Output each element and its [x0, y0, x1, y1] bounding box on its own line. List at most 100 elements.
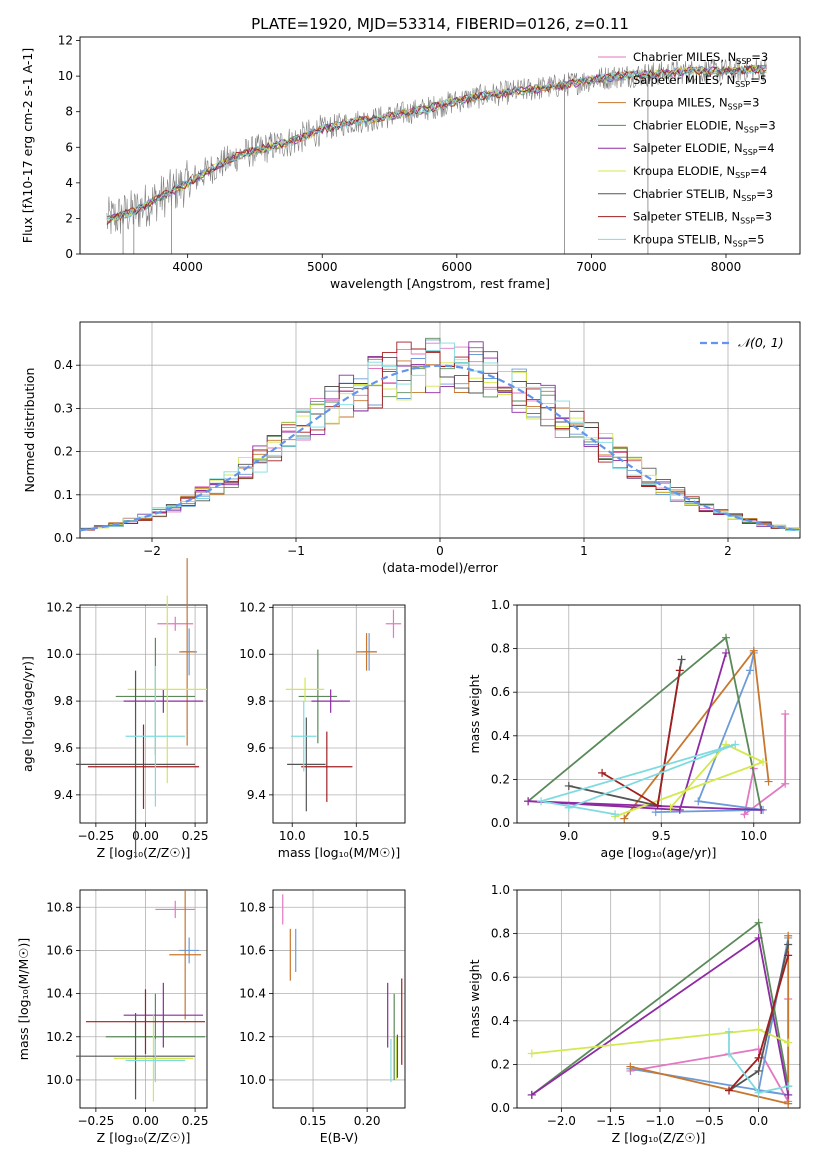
model-fit-line — [106, 64, 767, 225]
mass-weight-marker — [754, 918, 763, 927]
mass-weight-marker — [764, 777, 773, 786]
mass-weight-marker — [527, 1090, 536, 1099]
mass-weight-marker — [675, 805, 684, 814]
x-tick-label: 10.0 — [279, 829, 306, 843]
mass-weight-marker — [784, 1090, 793, 1099]
y-tick-label: 0.0 — [491, 1101, 510, 1115]
x-tick-label: −0.5 — [695, 1114, 724, 1128]
mass-weight-line — [568, 659, 683, 807]
y-tick-label: 9.4 — [54, 788, 73, 802]
mass-weight-marker — [725, 1049, 734, 1058]
x-axis-label: (data-model)/error — [382, 560, 499, 575]
x-tick-label: 0 — [436, 544, 444, 558]
mass-weight-marker — [564, 781, 573, 790]
y-tick-label: 0.0 — [491, 816, 510, 830]
mass-weight-marker — [784, 1038, 793, 1047]
x-tick-label: −0.25 — [77, 829, 114, 843]
x-tick-label: 0.20 — [354, 1114, 381, 1128]
mass-weight-marker — [754, 1025, 763, 1034]
observed-spectrum-line — [106, 58, 767, 235]
x-tick-label: 7000 — [576, 260, 607, 274]
x-tick-label: 9.5 — [652, 829, 671, 843]
x-axis-label: E(B-V) — [320, 1130, 359, 1145]
x-axis-label: mass [log₁₀(M/M☉)] — [278, 845, 400, 860]
mass-weight-line — [728, 1031, 789, 1094]
y-tick-label: 0.4 — [491, 1014, 510, 1028]
mass-weight-line — [527, 636, 763, 811]
x-tick-label: 10.0 — [740, 829, 767, 843]
y-tick-label: 9.6 — [54, 741, 73, 755]
x-tick-label: 0.0 — [749, 1114, 768, 1128]
legend-entry-label: Kroupa ELODIE, NSSP=4 — [633, 164, 767, 180]
y-tick-label: 12 — [58, 34, 73, 48]
y-tick-label: 0.6 — [491, 685, 510, 699]
mass-weight-marker — [784, 1099, 793, 1108]
mass-weight-marker — [754, 1066, 763, 1075]
plot-frame — [79, 604, 208, 824]
x-tick-label: 2 — [724, 544, 732, 558]
y-tick-label: 10.0 — [239, 1073, 266, 1087]
mass-weight-vs-age-panel: 9.0 9.5 10.0 0.0 0.2 0.4 0.6 0.8 1.0 age [log₁₀(a… — [467, 598, 801, 860]
x-tick-label: 1 — [580, 544, 588, 558]
mass-weight-marker — [784, 940, 793, 949]
mass-weight-marker — [754, 933, 763, 942]
legend-entry-label: Chabrier ELODIE, NSSP=3 — [633, 118, 776, 134]
mass-weight-marker — [784, 1082, 793, 1091]
y-tick-label: 0.4 — [54, 358, 73, 372]
mass-weight-marker — [527, 1049, 536, 1058]
mass-weight-line — [601, 670, 681, 808]
plot-frame — [272, 889, 406, 1109]
plot-frame — [79, 36, 801, 255]
mass-weight-marker — [722, 633, 731, 642]
y-tick-label: 0.2 — [54, 445, 73, 459]
x-tick-label: −0.25 — [77, 1114, 114, 1128]
mass-weight-marker — [611, 810, 620, 819]
plot-frame — [516, 889, 801, 1109]
y-tick-label: 8 — [65, 105, 73, 119]
x-axis-label: Z [log₁₀(Z/Z☉)] — [97, 845, 191, 860]
x-tick-label: −1.0 — [645, 1114, 674, 1128]
mass-weight-marker — [784, 931, 793, 940]
mass-weight-marker — [598, 768, 607, 777]
y-axis-label: Flux [fλ10-17 erg cm-2 s-1 A-1] — [20, 48, 35, 244]
y-tick-label: 4 — [65, 176, 73, 190]
plot-frame — [79, 889, 208, 1109]
y-tick-label: 9.4 — [247, 788, 266, 802]
mass-weight-marker — [564, 803, 573, 812]
y-tick-label: 0.8 — [491, 927, 510, 941]
mass-weight-marker — [626, 1062, 635, 1071]
x-tick-label: 0.15 — [300, 1114, 327, 1128]
legend-entry-label: Kroupa MILES, NSSP=3 — [633, 96, 759, 112]
y-axis-label: mass weight — [467, 959, 482, 1038]
y-tick-label: 0 — [65, 247, 73, 261]
mass-weight-marker — [725, 1027, 734, 1036]
y-tick-label: 0.8 — [491, 642, 510, 656]
mass-weight-marker — [620, 814, 629, 823]
y-axis-label: mass [log₁₀(M/M☉)] — [16, 938, 31, 1060]
residual-histogram — [80, 342, 800, 531]
mass-weight-marker — [694, 797, 703, 806]
age-vs-mass-panel: 10.0 10.5 9.4 9.6 9.8 10.0 10.2 mass [log₁₀(M/M… — [239, 600, 406, 860]
y-tick-label: 10.6 — [239, 943, 266, 957]
y-axis-label: Normed distribution — [22, 368, 37, 493]
legend-entry-label: Salpeter ELODIE, NSSP=4 — [633, 141, 775, 157]
mass-weight-line — [655, 652, 764, 813]
mass-weight-marker — [722, 648, 731, 657]
y-tick-label: 1.0 — [491, 598, 510, 612]
x-tick-label: −1 — [287, 544, 305, 558]
model-fit-line — [106, 65, 767, 220]
mass-weight-marker — [757, 805, 766, 814]
y-tick-label: 10.0 — [46, 647, 73, 661]
residuals-panel: −2 −1 0 1 2 0.0 0.1 0.2 0.3 0.4 (data-model)/error… — [22, 321, 801, 575]
y-tick-label: 10.2 — [46, 600, 73, 614]
legend-entry-label: Chabrier MILES, NSSP=3 — [633, 50, 768, 66]
y-tick-label: 0.1 — [54, 488, 73, 502]
y-tick-label: 10.4 — [46, 987, 73, 1001]
mass-weight-marker — [653, 801, 662, 810]
y-axis-label: mass weight — [467, 674, 482, 753]
y-axis-label: age [log₁₀(age/yr)] — [20, 656, 35, 772]
plot-frame — [79, 321, 801, 539]
mass-weight-marker — [524, 797, 533, 806]
legend-entry-label: Chabrier STELIB, NSSP=3 — [633, 187, 773, 203]
x-tick-label: 0.00 — [132, 829, 159, 843]
